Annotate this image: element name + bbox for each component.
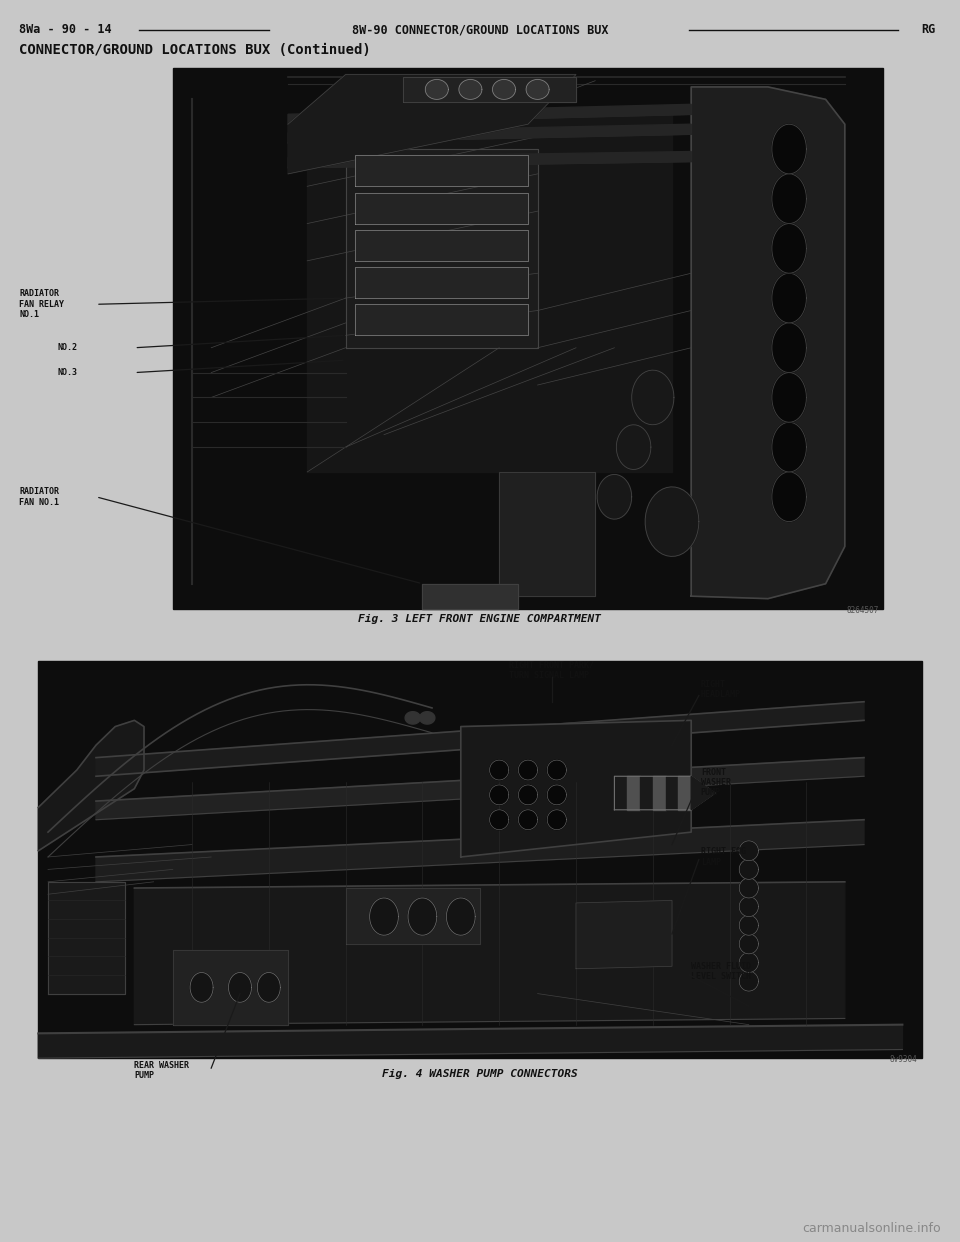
Polygon shape [772, 373, 806, 422]
Polygon shape [48, 882, 125, 994]
Polygon shape [405, 712, 420, 724]
Polygon shape [772, 472, 806, 522]
Text: Fig. 4 WASHER PUMP CONNECTORS: Fig. 4 WASHER PUMP CONNECTORS [382, 1069, 578, 1079]
Polygon shape [739, 934, 758, 954]
Polygon shape [526, 79, 549, 99]
Polygon shape [422, 584, 518, 609]
Polygon shape [134, 882, 845, 1025]
Polygon shape [355, 267, 528, 298]
Polygon shape [190, 972, 213, 1002]
Text: 8264507: 8264507 [846, 606, 878, 615]
Text: carmanualsonline.info: carmanualsonline.info [803, 1222, 941, 1235]
Polygon shape [173, 950, 288, 1025]
Polygon shape [597, 474, 632, 519]
Polygon shape [653, 776, 665, 810]
Polygon shape [355, 230, 528, 261]
Polygon shape [739, 878, 758, 898]
Polygon shape [645, 487, 699, 556]
Polygon shape [355, 304, 528, 335]
Polygon shape [547, 760, 566, 780]
Polygon shape [288, 152, 691, 168]
Polygon shape [772, 422, 806, 472]
Polygon shape [739, 859, 758, 879]
Text: RADIATOR
FAN NO.1: RADIATOR FAN NO.1 [19, 487, 60, 507]
Text: WASHER FLUID
LEVEL SWITCH: WASHER FLUID LEVEL SWITCH [691, 961, 751, 981]
Polygon shape [739, 897, 758, 917]
Polygon shape [492, 79, 516, 99]
Polygon shape [96, 702, 864, 776]
Polygon shape [576, 900, 672, 969]
Polygon shape [257, 972, 280, 1002]
Polygon shape [739, 971, 758, 991]
Polygon shape [420, 712, 435, 724]
Polygon shape [490, 785, 509, 805]
Polygon shape [173, 68, 883, 609]
Polygon shape [739, 841, 758, 861]
Text: CONNECTOR/GROUND LOCATIONS BUX (Continued): CONNECTOR/GROUND LOCATIONS BUX (Continue… [19, 42, 371, 57]
Polygon shape [640, 776, 653, 810]
Polygon shape [403, 77, 576, 102]
Polygon shape [288, 124, 691, 143]
Polygon shape [772, 124, 806, 174]
Polygon shape [288, 75, 576, 174]
Text: 8Wa - 90 - 14: 8Wa - 90 - 14 [19, 24, 111, 36]
Polygon shape [518, 760, 538, 780]
Polygon shape [679, 776, 691, 810]
Polygon shape [38, 661, 922, 1058]
Polygon shape [461, 720, 691, 857]
Polygon shape [616, 425, 651, 469]
Polygon shape [370, 898, 398, 935]
Polygon shape [772, 224, 806, 273]
Polygon shape [288, 104, 691, 124]
Text: Fig. 3 LEFT FRONT ENGINE COMPARTMENT: Fig. 3 LEFT FRONT ENGINE COMPARTMENT [358, 614, 602, 623]
Text: RADIATOR
FAN RELAY
NO.1: RADIATOR FAN RELAY NO.1 [19, 289, 64, 319]
Polygon shape [446, 898, 475, 935]
Polygon shape [490, 760, 509, 780]
Polygon shape [614, 776, 627, 810]
Text: 8W-90 CONNECTOR/GROUND LOCATIONS BUX: 8W-90 CONNECTOR/GROUND LOCATIONS BUX [351, 24, 609, 36]
Polygon shape [38, 1025, 902, 1058]
Polygon shape [490, 810, 509, 830]
Polygon shape [518, 810, 538, 830]
Polygon shape [355, 193, 528, 224]
Polygon shape [772, 323, 806, 373]
Polygon shape [355, 155, 528, 186]
Polygon shape [691, 87, 845, 599]
Polygon shape [547, 785, 566, 805]
Text: RIGHT FOG
LAMP: RIGHT FOG LAMP [701, 847, 746, 867]
Text: FRONT
WASHER
PUMP: FRONT WASHER PUMP [701, 768, 731, 797]
Text: RIGHT FRONT PARK/
TURN SIGNAL LAMP: RIGHT FRONT PARK/ TURN SIGNAL LAMP [509, 661, 594, 681]
Polygon shape [518, 785, 538, 805]
Text: RG: RG [922, 24, 936, 36]
Polygon shape [307, 112, 672, 472]
Polygon shape [228, 972, 252, 1002]
Polygon shape [772, 174, 806, 224]
Polygon shape [96, 758, 864, 820]
Text: NO.3: NO.3 [58, 368, 78, 378]
Polygon shape [346, 888, 480, 944]
Polygon shape [499, 472, 595, 596]
Polygon shape [425, 79, 448, 99]
Text: NO.2: NO.2 [58, 343, 78, 353]
Polygon shape [346, 149, 538, 348]
Polygon shape [38, 720, 144, 851]
Polygon shape [739, 915, 758, 935]
Polygon shape [632, 370, 674, 425]
Polygon shape [772, 273, 806, 323]
Polygon shape [627, 776, 640, 810]
Polygon shape [665, 776, 679, 810]
Text: 8v9304: 8v9304 [889, 1056, 917, 1064]
Polygon shape [691, 776, 715, 810]
Polygon shape [459, 79, 482, 99]
Polygon shape [739, 953, 758, 972]
Text: REAR WASHER
PUMP: REAR WASHER PUMP [134, 1061, 189, 1081]
Polygon shape [408, 898, 437, 935]
Text: RIGHT
HEADLAMP: RIGHT HEADLAMP [701, 679, 741, 699]
Polygon shape [547, 810, 566, 830]
Polygon shape [96, 820, 864, 882]
